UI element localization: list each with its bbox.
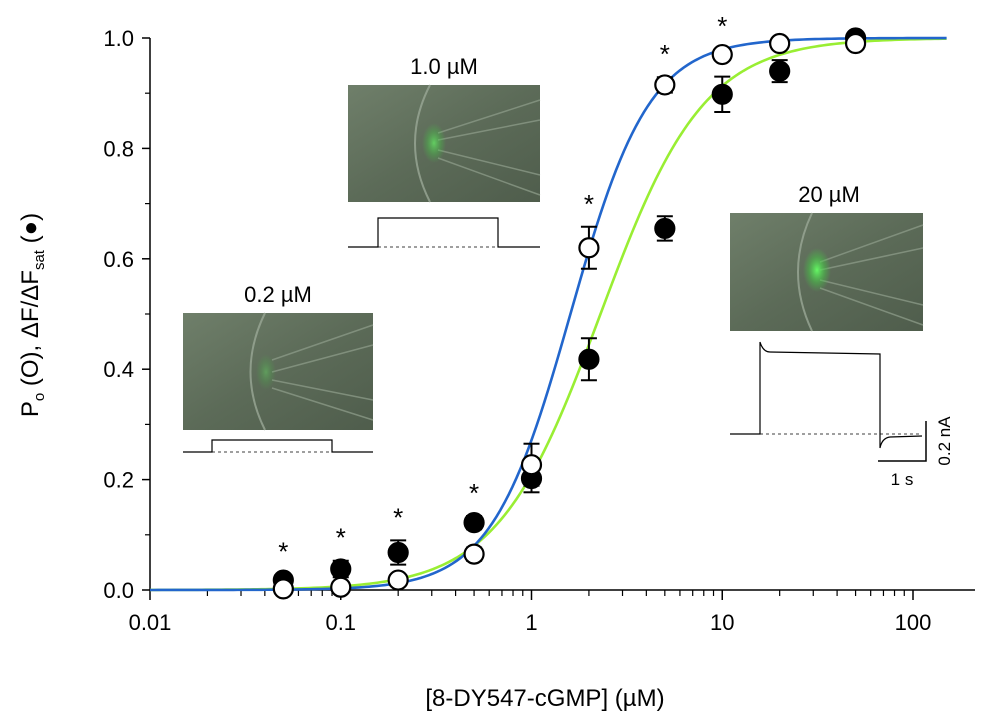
x-tick-label: 100 bbox=[895, 610, 932, 635]
significance-star: * bbox=[469, 478, 479, 508]
open-data-point bbox=[463, 543, 485, 565]
significance-star: * bbox=[393, 502, 403, 532]
current-trace bbox=[348, 217, 540, 248]
open-data-point bbox=[387, 569, 409, 591]
filled-data-point bbox=[654, 217, 676, 240]
current-trace bbox=[730, 341, 923, 449]
y-axis-title: Po (O), ΔF/ΔFsat (●) bbox=[17, 213, 48, 417]
current-trace bbox=[183, 439, 373, 453]
inset-image bbox=[183, 313, 373, 430]
significance-star: * bbox=[584, 189, 594, 219]
y-tick-label: 0.2 bbox=[103, 468, 134, 493]
x-tick-label: 10 bbox=[710, 610, 734, 635]
significance-star: * bbox=[278, 537, 288, 567]
inset-label: 0.2 µM bbox=[244, 282, 312, 307]
fluorescence-glow bbox=[422, 123, 446, 163]
y-tick-label: 1.0 bbox=[103, 26, 134, 51]
x-tick-label: 1 bbox=[525, 610, 537, 635]
scale-bar-current: 0.2 nA bbox=[935, 416, 954, 466]
y-axis-ticks: 0.0 0.2 0.4 0.6 0.8 1.0 bbox=[103, 26, 150, 603]
fluorescence-glow bbox=[256, 354, 276, 390]
inset-label: 20 µM bbox=[798, 182, 860, 207]
filled-data-point bbox=[387, 541, 409, 564]
scale-bar-time: 1 s bbox=[891, 470, 914, 489]
filled-data-point bbox=[711, 83, 733, 105]
inset-label: 1.0 µM bbox=[410, 54, 478, 79]
open-data-point bbox=[520, 454, 543, 476]
open-data-point bbox=[711, 43, 733, 66]
open-data-point bbox=[330, 576, 352, 598]
y-tick-label: 0.8 bbox=[103, 136, 134, 161]
significance-star: * bbox=[660, 39, 670, 69]
y-tick-label: 0.4 bbox=[103, 357, 134, 382]
open-data-point bbox=[844, 32, 867, 55]
y-tick-label: 0.0 bbox=[103, 578, 134, 603]
scale-bar: 1 s 0.2 nA bbox=[878, 416, 954, 489]
y-tick-label: 0.6 bbox=[103, 247, 134, 272]
filled-data-point bbox=[463, 512, 485, 534]
filled-data-point bbox=[769, 60, 791, 82]
x-tick-label: 0.01 bbox=[129, 610, 172, 635]
data-points bbox=[272, 27, 867, 600]
inset-1-0uM: 1.0 µM bbox=[348, 54, 541, 248]
open-data-point bbox=[578, 237, 600, 259]
fluorescence-glow bbox=[803, 248, 831, 292]
filled-data-point bbox=[330, 558, 352, 580]
x-axis-title: [8-DY547-cGMP] (µM) bbox=[425, 685, 664, 712]
open-data-point bbox=[654, 74, 676, 96]
inset-0-2uM: 0.2 µM bbox=[183, 282, 374, 453]
open-data-point bbox=[272, 578, 294, 600]
significance-marks: * * * * * * * bbox=[278, 11, 727, 567]
significance-star: * bbox=[717, 11, 727, 41]
x-tick-label: 0.1 bbox=[325, 610, 356, 635]
significance-star: * bbox=[336, 523, 346, 553]
x-axis-ticks: 0.01 0.1 1 10 100 bbox=[129, 590, 932, 635]
open-data-point bbox=[769, 32, 791, 55]
inset-20uM: 20 µM bbox=[730, 182, 924, 449]
filled-data-point bbox=[578, 348, 600, 370]
